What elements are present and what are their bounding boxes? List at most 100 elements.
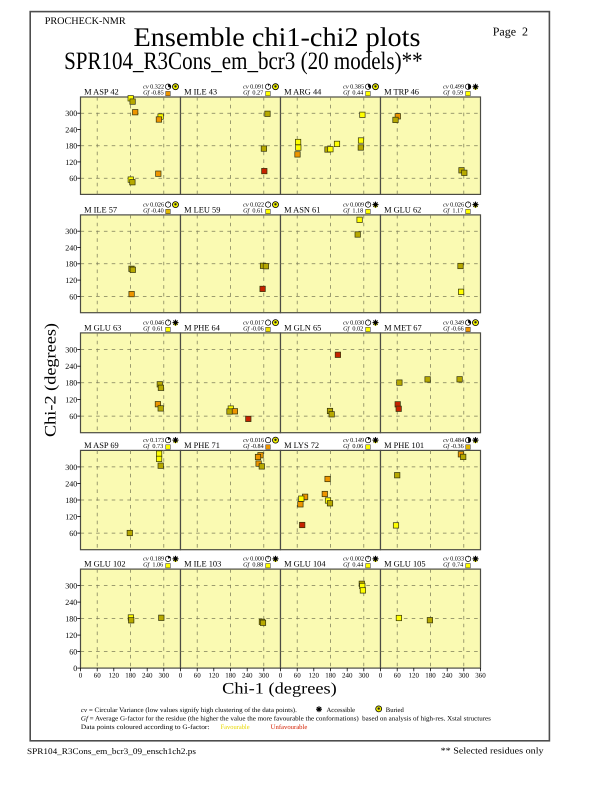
svg-text:360: 360 <box>475 672 486 680</box>
svg-text:Gf 0.06: Gf 0.06 <box>343 443 363 450</box>
svg-text:180: 180 <box>125 672 136 680</box>
svg-text:Gf -0.66: Gf -0.66 <box>443 326 464 333</box>
svg-text:60: 60 <box>69 292 77 301</box>
svg-text:Chi-1 (degrees): Chi-1 (degrees) <box>222 681 337 698</box>
svg-text:300: 300 <box>65 582 77 591</box>
svg-text:180: 180 <box>65 615 77 624</box>
svg-text:240: 240 <box>65 362 77 371</box>
svg-text:Unfavourable: Unfavourable <box>271 724 308 731</box>
svg-text:Accessible: Accessible <box>327 707 356 714</box>
svg-text:Gf 0.44: Gf 0.44 <box>343 562 363 569</box>
svg-text:300: 300 <box>259 672 270 680</box>
svg-text:120: 120 <box>109 672 120 680</box>
svg-text:120: 120 <box>65 395 77 404</box>
svg-text:60: 60 <box>294 672 302 680</box>
svg-text:cv 0.033: cv 0.033 <box>443 556 464 563</box>
svg-text:Gf 1.17: Gf 1.17 <box>443 208 463 215</box>
svg-text:120: 120 <box>309 672 320 680</box>
svg-text:Gf 0.74: Gf 0.74 <box>443 562 463 569</box>
svg-text:180: 180 <box>225 672 236 680</box>
svg-text:cv 0.009: cv 0.009 <box>343 202 364 209</box>
svg-text:300: 300 <box>65 463 77 472</box>
svg-text:0: 0 <box>279 672 283 680</box>
svg-text:180: 180 <box>325 672 336 680</box>
svg-text:cv 0.349: cv 0.349 <box>443 320 464 327</box>
svg-text:240: 240 <box>442 672 453 680</box>
svg-text:180: 180 <box>65 260 77 269</box>
svg-text:300: 300 <box>459 672 470 680</box>
svg-text:Gf -0.40: Gf -0.40 <box>143 208 164 215</box>
svg-text:0: 0 <box>79 672 83 680</box>
svg-text:M GLU 102: M GLU 102 <box>84 560 125 569</box>
svg-text:M PHE 101: M PHE 101 <box>384 441 424 450</box>
svg-text:cv 0.046: cv 0.046 <box>143 320 164 327</box>
svg-text:M ILE 57: M ILE 57 <box>84 206 117 215</box>
svg-text:60: 60 <box>69 529 77 538</box>
svg-text:M ASP 69: M ASP 69 <box>84 441 119 450</box>
svg-text:Ensemble chi1-chi2 plots: Ensemble chi1-chi2 plots <box>134 22 421 52</box>
svg-text:60: 60 <box>69 648 77 657</box>
svg-text:Chi-2 (degrees): Chi-2 (degrees) <box>43 323 60 437</box>
svg-text:** Selected residues only: ** Selected residues only <box>441 746 545 756</box>
svg-text:60: 60 <box>194 672 202 680</box>
svg-text:M GLU 62: M GLU 62 <box>384 206 421 215</box>
svg-text:cv 0.026: cv 0.026 <box>143 202 164 209</box>
svg-text:120: 120 <box>409 672 420 680</box>
svg-text:0: 0 <box>179 672 183 680</box>
svg-text:PROCHECK-NMR: PROCHECK-NMR <box>45 16 126 27</box>
svg-text:240: 240 <box>65 479 77 488</box>
svg-text:0: 0 <box>73 664 77 673</box>
svg-text:240: 240 <box>342 672 353 680</box>
svg-text:Gf 1.18: Gf 1.18 <box>343 208 363 215</box>
svg-text:M PHE 71: M PHE 71 <box>184 441 220 450</box>
svg-text:M GLU 105: M GLU 105 <box>384 560 425 569</box>
svg-text:Gf = Average G-factor for the: Gf = Average G-factor for the residue (t… <box>81 716 491 723</box>
svg-text:cv 0.016: cv 0.016 <box>243 437 264 444</box>
svg-text:0: 0 <box>379 672 383 680</box>
svg-text:cv 0.026: cv 0.026 <box>443 202 464 209</box>
svg-text:Gf -0.36: Gf -0.36 <box>443 443 464 450</box>
svg-text:Gf 1.06: Gf 1.06 <box>143 562 163 569</box>
svg-text:SPR104_R3Cons_em_bcr3_09_ensch: SPR104_R3Cons_em_bcr3_09_ensch1ch2.ps <box>27 746 197 756</box>
svg-text:Buried: Buried <box>386 707 405 714</box>
svg-text:cv 0.017: cv 0.017 <box>243 320 264 327</box>
svg-text:M GLN 65: M GLN 65 <box>284 324 321 333</box>
svg-text:M ASP 42: M ASP 42 <box>84 88 119 97</box>
svg-text:cv 0.499: cv 0.499 <box>443 84 464 91</box>
svg-text:Gf 0.27: Gf 0.27 <box>243 90 263 97</box>
svg-text:Favourable: Favourable <box>221 724 250 731</box>
svg-text:cv 0.091: cv 0.091 <box>243 84 264 91</box>
svg-text:cv 0.030: cv 0.030 <box>343 320 364 327</box>
svg-text:120: 120 <box>65 513 77 522</box>
svg-text:60: 60 <box>69 174 77 183</box>
svg-text:300: 300 <box>65 345 77 354</box>
svg-text:300: 300 <box>359 672 370 680</box>
svg-text:M ILE 103: M ILE 103 <box>184 560 221 569</box>
svg-text:120: 120 <box>65 158 77 167</box>
svg-text:cv = Circular Variance (low va: cv = Circular Variance (low values signi… <box>81 707 297 714</box>
svg-text:Gf -0.84: Gf -0.84 <box>243 443 264 450</box>
svg-text:240: 240 <box>65 598 77 607</box>
svg-text:M ARG 44: M ARG 44 <box>284 88 322 97</box>
svg-text:M ASN 61: M ASN 61 <box>284 206 320 215</box>
svg-text:Gf 0.88: Gf 0.88 <box>243 562 263 569</box>
svg-text:Gf -0.06: Gf -0.06 <box>243 326 264 333</box>
svg-text:M TRP 46: M TRP 46 <box>384 88 419 97</box>
svg-text:cv 0.322: cv 0.322 <box>143 84 164 91</box>
svg-text:cv 0.000: cv 0.000 <box>243 556 264 563</box>
svg-text:cv 0.173: cv 0.173 <box>143 437 164 444</box>
svg-text:240: 240 <box>142 672 153 680</box>
svg-text:M LYS 72: M LYS 72 <box>284 441 319 450</box>
svg-text:Gf 0.02: Gf 0.02 <box>343 326 363 333</box>
svg-text:60: 60 <box>94 672 102 680</box>
svg-text:M GLU 63: M GLU 63 <box>84 324 121 333</box>
svg-text:cv 0.002: cv 0.002 <box>343 556 364 563</box>
svg-text:240: 240 <box>65 243 77 252</box>
svg-text:300: 300 <box>65 227 77 236</box>
svg-text:Gf 0.73: Gf 0.73 <box>143 443 163 450</box>
svg-text:Data points coloured according: Data points coloured according to G-fact… <box>81 724 210 731</box>
svg-text:cv 0.385: cv 0.385 <box>343 84 364 91</box>
svg-text:Page 2: Page 2 <box>493 24 528 38</box>
svg-text:300: 300 <box>65 109 77 118</box>
svg-text:cv 0.149: cv 0.149 <box>343 437 364 444</box>
